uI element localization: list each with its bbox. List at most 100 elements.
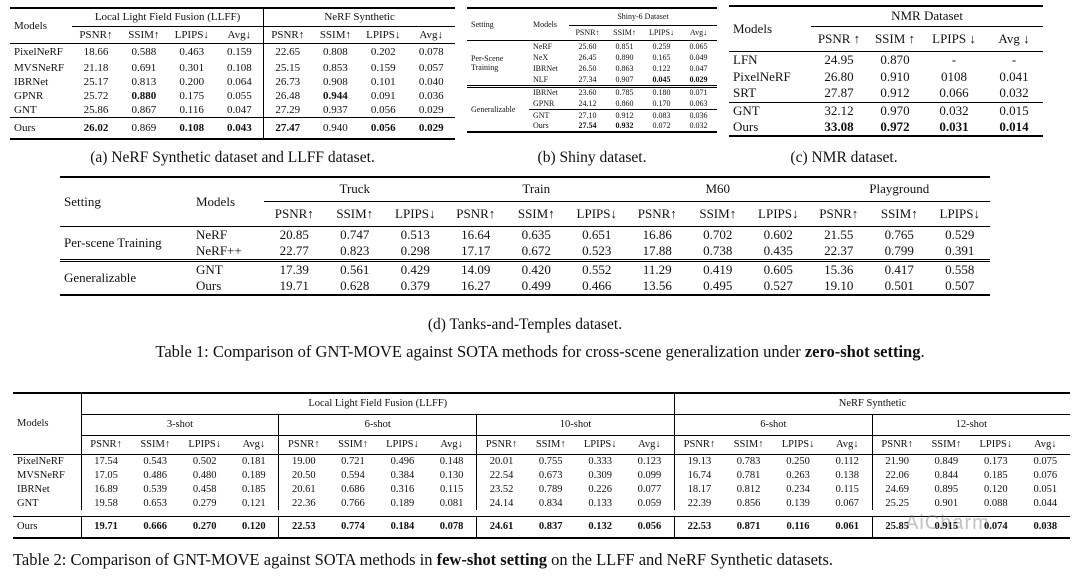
value-cell: 19.71 [80, 515, 131, 538]
value-cell: 24.95 [811, 50, 867, 68]
table1-caption: Table 1: Comparison of GNT-MOVE against … [0, 342, 1080, 362]
table2-caption-text: Table 2: Comparison of GNT-MOVE against … [13, 550, 437, 569]
value-cell: 0.072 [652, 121, 671, 131]
value-cell: 0.333 [575, 453, 625, 468]
setting-per-scene: Per-Scene Training [467, 39, 529, 86]
table-row: Ours 19.71 0.666 0.270 0.120 22.53 0.774 0.184 0… [13, 515, 1070, 538]
value-cell: 0.901 [934, 497, 959, 509]
metric-header: LPIPS↓ [386, 439, 419, 450]
metric-header: PSNR ↑ [817, 30, 861, 46]
value-cell: 0.912 [880, 85, 910, 101]
value-cell: 0.635 [506, 225, 567, 243]
value-cell: 0.871 [723, 515, 774, 538]
value-cell: 21.90 [871, 453, 922, 468]
metric-header: SSIM↑ [880, 205, 918, 221]
value-cell: 0.384 [390, 469, 415, 481]
value-cell: 0.738 [703, 243, 733, 258]
value-cell: 0.115 [439, 483, 464, 495]
caption-b: (b) Shiny dataset. [537, 149, 647, 166]
table-row: PSNR↑ SSIM↑ LPIPS↓ Avg↓ PSNR↑ SSIM↑ LPIPS↓ Avg↓ [10, 26, 455, 43]
value-cell: 0.853 [323, 62, 348, 74]
value-cell: 0.279 [192, 497, 217, 509]
table-row: NeRF++ 22.77 0.823 0.298 17.17 0.672 0.523 17.8… [60, 243, 990, 261]
value-cell: 0.543 [130, 453, 180, 468]
value-cell: 0.812 [736, 483, 761, 495]
metric-header: LPIPS↓ [758, 205, 799, 221]
metric-header: Avg↓ [835, 439, 859, 450]
value-cell: 0.081 [439, 497, 464, 509]
value-cell: 25.72 [83, 90, 109, 102]
value-cell: 0.101 [370, 76, 396, 88]
caption-a: (a) NeRF Synthetic dataset and LLFF data… [90, 149, 375, 166]
value-cell: 0.781 [736, 469, 761, 481]
value-cell: 0.940 [311, 116, 360, 139]
value-cell: 0.747 [324, 225, 385, 243]
value-cell: 26.73 [263, 75, 312, 89]
value-cell: 0.435 [763, 243, 793, 258]
value-cell: 33.08 [824, 119, 854, 134]
metric-header: SSIM↑ [140, 439, 171, 450]
value-cell: 0.056 [624, 515, 675, 538]
table-row: Models Local Light Field Fusion (LLFF) NeR… [10, 8, 456, 32]
model-name: GPNR [14, 90, 44, 102]
value-cell: 0.108 [167, 116, 216, 139]
value-cell: 0.466 [582, 278, 612, 293]
value-cell: 17.39 [264, 259, 325, 278]
value-cell: 14.09 [445, 259, 507, 278]
value-cell: 0.165 [652, 52, 671, 62]
caption-c: (c) NMR dataset. [790, 149, 898, 166]
value-cell: 0.122 [652, 64, 671, 74]
value-cell: 22.77 [279, 243, 309, 258]
value-cell: 17.05 [80, 468, 131, 482]
model-name: Ours [196, 278, 222, 293]
value-cell: 21.55 [808, 225, 870, 243]
value-cell: 0.721 [328, 453, 378, 468]
value-cell: 0.823 [340, 243, 370, 258]
metric-header: PSNR↑ [871, 435, 922, 454]
value-cell: 0.032 [999, 85, 1029, 101]
value-cell: 0.133 [588, 497, 612, 509]
model-name: NeRF++ [196, 243, 242, 258]
table-2-few-shot: Models Local Light Field Fusion (LLFF) NeR… [13, 392, 1070, 539]
models-header: Models [196, 193, 235, 209]
value-cell: 0.666 [130, 515, 180, 538]
value-cell: 0.032 [689, 121, 708, 131]
scene-header: M60 [627, 177, 809, 202]
shot-header: 6-shot [673, 414, 873, 436]
table-row: 3-shot 6-shot 10-shot 6-shot 12-shot [13, 414, 1070, 436]
value-cell: 27.29 [263, 103, 312, 117]
metric-header: SSIM↑ [699, 205, 737, 221]
value-cell: 20.85 [264, 225, 325, 243]
value-cell: 32.12 [811, 101, 867, 119]
metric-header: LPIPS↓ [174, 28, 209, 41]
value-cell: 0.558 [929, 259, 991, 278]
model-name: GNT [192, 259, 264, 278]
table-row: Ours 33.08 0.972 0.031 0.014 [729, 119, 1044, 136]
value-cell: 0.121 [242, 497, 266, 509]
shot-header: 3-shot [80, 414, 279, 436]
table-row: MVSNeRF 21.18 0.691 0.301 0.108 25.15 0.853 0.1… [10, 61, 455, 75]
scene-header: Playground [808, 177, 991, 202]
metric-header: LPIPS↓ [395, 205, 436, 221]
value-cell: 19.13 [673, 453, 724, 468]
value-cell: 0.970 [867, 101, 923, 119]
value-cell: 13.56 [642, 278, 672, 293]
setting-per-scene: Per-scene Training [60, 225, 192, 261]
model-name: IBRNet [533, 64, 558, 74]
value-cell: 0.036 [680, 108, 718, 121]
model-name: LFN [729, 50, 811, 68]
value-cell: 0.175 [179, 90, 205, 102]
value-cell: 0.029 [407, 116, 456, 139]
model-name: PixelNeRF [13, 453, 82, 468]
value-cell: 0.029 [689, 75, 708, 84]
table-row: GNT 27.10 0.912 0.083 0.036 [467, 108, 718, 121]
value-cell: 0.895 [934, 483, 959, 495]
value-cell: 0.765 [869, 225, 930, 243]
value-cell: 0.051 [1033, 483, 1058, 495]
scene-header: Train [445, 177, 628, 202]
table-row: Setting Models Shiny-6 Dataset [467, 8, 718, 29]
value-cell: 0.417 [869, 259, 930, 278]
value-cell: 0.458 [192, 483, 217, 495]
value-cell: 0.527 [763, 278, 793, 293]
value-cell: 0.056 [370, 103, 396, 116]
